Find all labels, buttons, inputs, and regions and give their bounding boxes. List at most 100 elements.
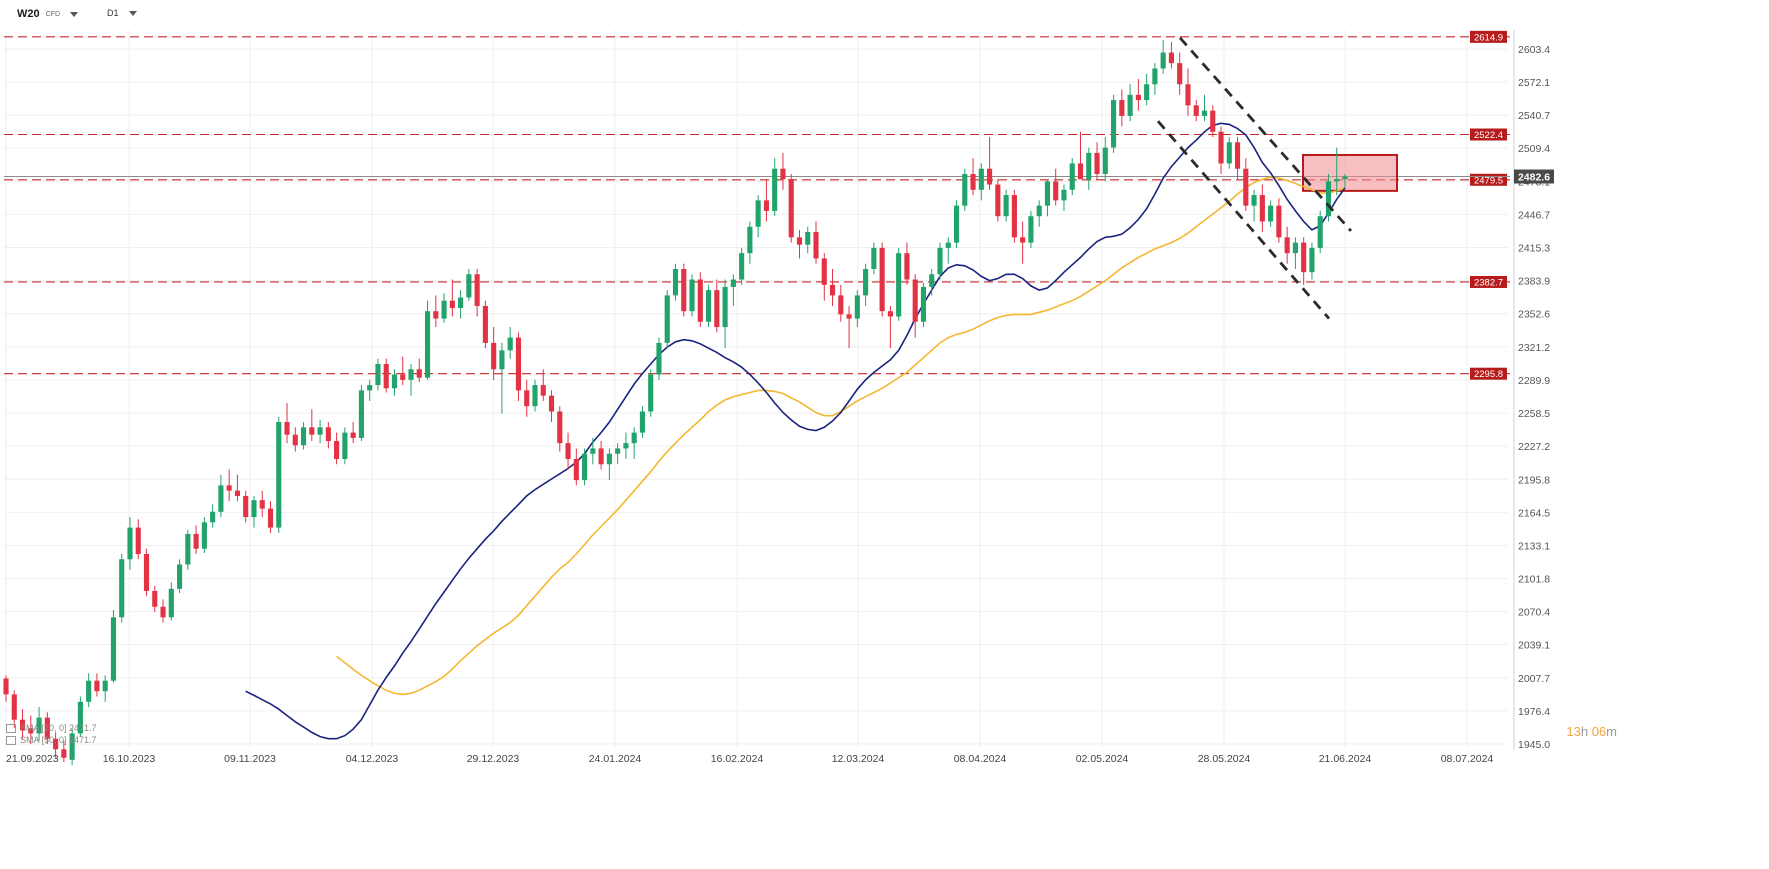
x-tick-label: 24.01.2024 [589, 753, 642, 765]
candle-body [995, 184, 1001, 217]
candle-body [829, 284, 836, 296]
candle-body [953, 205, 960, 243]
candle-body [1193, 105, 1199, 116]
candle-body [730, 279, 736, 287]
timeframe-label: D1 [107, 8, 119, 18]
candle-body [474, 274, 480, 306]
legend-swatch-icon [6, 723, 16, 733]
candle-body [36, 717, 42, 734]
candle-body [210, 511, 216, 523]
candle-body [697, 279, 703, 322]
candle-body [53, 738, 59, 750]
candle-body [251, 500, 257, 518]
candle-body [962, 173, 968, 206]
candle-body [441, 300, 447, 319]
candle-body [127, 527, 133, 560]
candlesticks [3, 39, 1348, 766]
level-label-bg [1470, 275, 1507, 288]
channel-line [1178, 36, 1353, 232]
y-tick-label: 2572.1 [1518, 77, 1550, 89]
candle-body [1201, 110, 1208, 116]
candle-body [482, 305, 488, 343]
candle-body [1226, 142, 1232, 164]
candle-body [987, 168, 993, 185]
x-tick-label: 08.07.2024 [1441, 753, 1494, 765]
candle-body [1028, 216, 1034, 243]
zone-rect [1302, 153, 1398, 192]
candle-body [623, 443, 629, 449]
candle-body [573, 458, 579, 481]
candle-body [871, 247, 877, 269]
candle-body [796, 237, 803, 245]
candle-body [648, 374, 654, 412]
y-tick-label: 2321.2 [1518, 342, 1550, 354]
candle-body [846, 314, 852, 319]
symbol-type: CFD [45, 10, 61, 18]
x-tick-label: 28.05.2024 [1198, 753, 1251, 765]
candle-body [300, 427, 307, 446]
candle-body [755, 200, 761, 227]
candle-body [201, 522, 207, 549]
current-price-label: 2482.6 [1518, 172, 1550, 184]
candle-body [705, 290, 712, 322]
candle-body [821, 258, 827, 285]
candle-body [243, 495, 249, 518]
candle-body [813, 232, 819, 259]
candle-body [548, 395, 555, 412]
grid [4, 30, 1508, 748]
candle-body [854, 295, 860, 319]
y-tick-label: 2133.1 [1518, 540, 1550, 552]
level-label: 2295.8 [1474, 369, 1503, 380]
candle-body [1144, 84, 1150, 101]
level-label-bg [1470, 128, 1507, 141]
candle-body [342, 432, 348, 459]
chart-toolbar: W20 CFD D1 [0, 0, 1769, 30]
level-label: 2614.9 [1474, 32, 1503, 43]
candle-body [565, 443, 571, 459]
candle-body [615, 448, 621, 454]
symbol-selector[interactable]: W20 CFD [17, 8, 79, 20]
indicator-label: SMA [50, 0] 2471.7 [20, 735, 97, 745]
candle-body [1111, 100, 1117, 148]
candle-body [747, 226, 753, 254]
candle-body [970, 173, 976, 190]
candle-body [978, 168, 984, 190]
moving-averages [245, 122, 1346, 740]
candle-body [681, 268, 687, 312]
candle-body [1334, 179, 1340, 182]
candle-body [656, 342, 662, 375]
candle-body [391, 374, 398, 389]
candle-body [772, 168, 778, 211]
indicator-legend-sma50[interactable]: SMA [50, 0] 2471.7 [6, 735, 97, 745]
candle-body [234, 490, 240, 496]
x-tick-label: 16.10.2023 [103, 753, 156, 765]
candle-body [920, 286, 927, 322]
candle-body [805, 232, 811, 245]
candle-body [61, 749, 67, 758]
candle-body [185, 533, 191, 565]
countdown-hours: 13 [1566, 724, 1581, 739]
indicator-legend-sma20[interactable]: SMA [20, 0] 2471.7 [6, 723, 97, 733]
candle-body [193, 533, 199, 549]
candle-body [532, 385, 538, 407]
candle-body [1218, 131, 1224, 164]
timeframe-selector[interactable]: D1 [107, 8, 137, 18]
candle-body [1317, 216, 1323, 248]
candle-body [1135, 94, 1141, 101]
candle-body [350, 432, 356, 438]
candle-body [383, 363, 389, 389]
candle-body [631, 432, 637, 444]
candle-body [838, 295, 844, 315]
y-tick-label: 2352.6 [1518, 309, 1550, 321]
candle-body [102, 680, 108, 692]
candle-body [334, 441, 340, 459]
candle-body [507, 337, 513, 351]
candle-body [143, 553, 150, 591]
level-label-bg [1470, 367, 1507, 380]
y-tick-label: 1976.4 [1518, 706, 1550, 718]
candle-body [325, 427, 331, 442]
current-price-badge [1514, 169, 1554, 184]
candle-body [358, 390, 364, 438]
candle-body [722, 286, 728, 328]
